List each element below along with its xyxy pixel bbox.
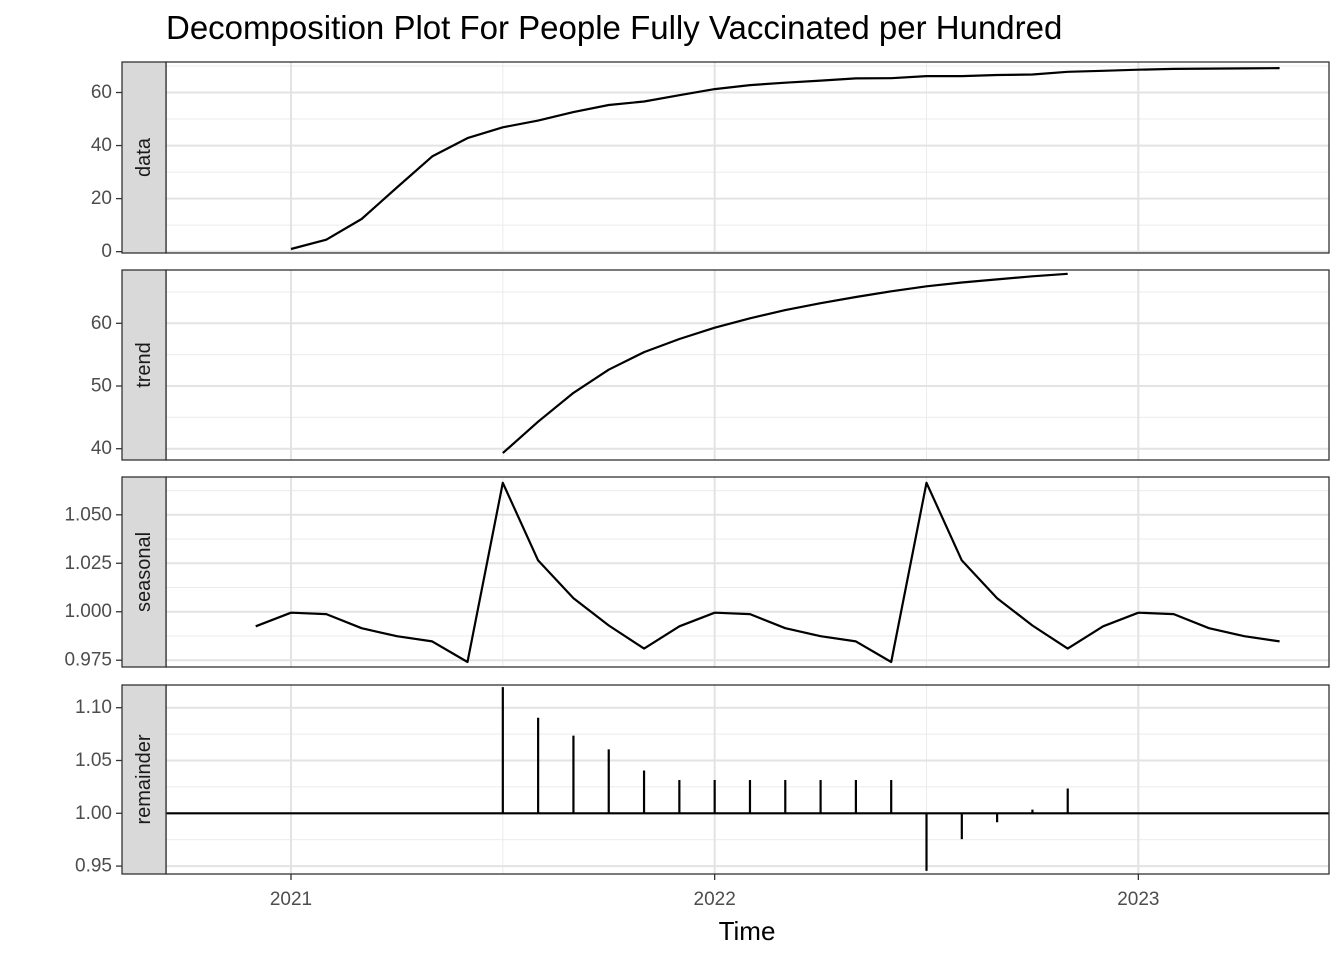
panel-background — [166, 685, 1329, 874]
panel-data: data 0 20 40 60 — [91, 61, 1330, 262]
panel-remainder: remainder 0.95 1.00 1.05 1.10 — [75, 684, 1330, 877]
x-axis-title: Time — [719, 916, 776, 946]
y-tick-label: 1.10 — [75, 697, 112, 718]
x-tick-label: 2022 — [694, 889, 736, 910]
x-tick-label: 2023 — [1117, 889, 1159, 910]
facet-label-data: data — [133, 137, 155, 177]
seasonal-series-line — [255, 481, 1280, 664]
y-tick-label: 0.975 — [64, 650, 112, 671]
panel-trend: trend 40 50 60 — [91, 269, 1330, 461]
y-tick-label: 1.050 — [64, 504, 112, 525]
y-tick-label: 0.95 — [75, 856, 112, 877]
facet-strip — [121, 61, 167, 254]
facet-strip — [121, 269, 167, 461]
y-tick-label: 50 — [91, 376, 112, 397]
y-tick-label: 40 — [91, 438, 112, 459]
facet-label-seasonal: seasonal — [133, 532, 155, 612]
chart-title: Decomposition Plot For People Fully Vacc… — [166, 9, 1062, 46]
x-tick-label: 2021 — [270, 889, 312, 910]
facet-panels: data0204060trend405060seasonal0.9751.000… — [64, 61, 1330, 877]
y-tick-label: 1.00 — [75, 803, 112, 824]
panel-background — [166, 270, 1329, 460]
y-tick-label: 60 — [91, 313, 112, 334]
facet-strip — [121, 476, 167, 668]
y-tick-label: 40 — [91, 135, 112, 156]
data-series-line — [290, 67, 1280, 251]
panel-seasonal: seasonal 0.975 1.000 1.025 1.050 — [64, 476, 1330, 671]
facet-label-trend: trend — [133, 342, 155, 388]
panel-background — [166, 62, 1329, 253]
y-tick-label: 60 — [91, 82, 112, 103]
y-tick-label: 20 — [91, 188, 112, 209]
facet-label-remainder: remainder — [133, 734, 155, 824]
y-tick-label: 1.025 — [64, 553, 112, 574]
facet-strip — [121, 684, 167, 875]
panel-background — [166, 477, 1329, 667]
x-axis: 2021 2022 2023 — [270, 874, 1159, 910]
y-tick-label: 1.05 — [75, 750, 112, 771]
trend-series-line — [502, 272, 1068, 454]
y-tick-label: 0 — [101, 241, 112, 262]
y-tick-label: 1.000 — [64, 601, 112, 622]
